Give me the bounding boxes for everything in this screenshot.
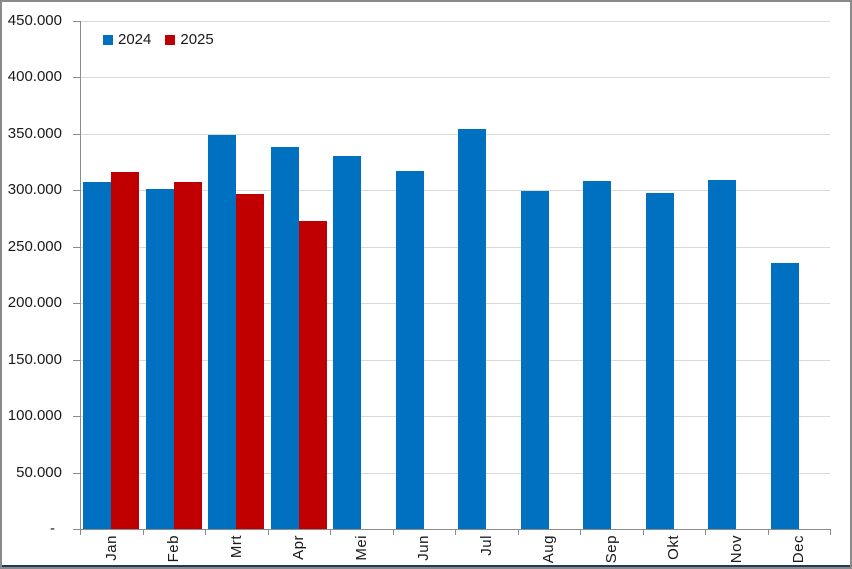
x-axis-label-aug: Aug <box>518 535 581 567</box>
y-axis-label: 300.000 <box>7 181 62 199</box>
legend-marker-2024 <box>103 34 113 45</box>
y-axis-label: 350.000 <box>7 124 62 142</box>
x-axis-label-jan: Jan <box>80 535 143 567</box>
gridline <box>80 190 830 192</box>
bar-2025-feb <box>173 182 202 529</box>
x-axis-label-jul: Jul <box>455 535 518 567</box>
y-tick <box>73 359 80 361</box>
bar-2024-jul <box>458 129 486 529</box>
x-tick <box>517 529 519 535</box>
gridline <box>80 303 830 305</box>
bar-2024-aug <box>520 191 549 529</box>
y-axis-line <box>80 21 81 530</box>
bar-2024-nov <box>708 180 736 529</box>
y-tick <box>73 21 80 22</box>
gridline <box>80 359 830 361</box>
bar-2024-dec <box>770 262 799 529</box>
x-axis-label-text: Sep <box>602 535 620 564</box>
gridline <box>80 246 830 248</box>
y-axis-label: - <box>50 520 55 537</box>
x-tick <box>767 529 769 535</box>
y-tick <box>73 472 80 474</box>
gridline <box>80 21 830 22</box>
y-tick <box>73 246 80 248</box>
x-axis-label-text: Feb <box>165 535 183 563</box>
y-axis-label: 250.000 <box>7 237 62 255</box>
x-tick <box>580 529 581 535</box>
y-tick <box>73 190 80 192</box>
x-axis-label-apr: Apr <box>268 535 331 567</box>
legend-item-2024: 2024 <box>103 31 151 48</box>
x-axis-label-text: Mrt <box>227 535 245 559</box>
bar-2025-apr <box>298 220 327 529</box>
x-axis-label-feb: Feb <box>143 535 206 567</box>
y-axis-label: 100.000 <box>7 407 62 425</box>
x-axis-label-nov: Nov <box>705 535 768 567</box>
bar-2024-okt <box>645 192 674 529</box>
x-axis-label-text: Apr <box>290 535 308 560</box>
x-tick <box>330 529 331 535</box>
x-axis-label-sep: Sep <box>580 535 643 567</box>
gridline <box>80 472 830 474</box>
y-tick <box>73 529 80 530</box>
legend-label-2025: 2025 <box>180 31 214 48</box>
bar-2024-jun <box>395 171 424 529</box>
x-axis-label-dec: Dec <box>768 535 831 567</box>
legend-label-2024: 2024 <box>118 31 152 48</box>
x-tick <box>830 529 831 535</box>
y-tick <box>73 303 80 305</box>
bottom-window-edge <box>2 565 850 567</box>
x-axis-label-text: Dec <box>790 535 808 564</box>
y-axis-label: 400.000 <box>7 68 62 86</box>
y-axis-label: 150.000 <box>7 350 62 368</box>
x-axis-label-text: Okt <box>665 535 683 560</box>
bar-2024-feb <box>145 189 174 529</box>
bar-2025-jan <box>111 172 139 529</box>
x-tick <box>80 529 81 535</box>
x-tick <box>392 529 394 535</box>
x-tick <box>455 529 456 535</box>
x-tick <box>205 529 206 535</box>
legend-marker-2025 <box>165 34 176 45</box>
gridline <box>80 77 830 79</box>
y-axis-label: 450.000 <box>7 12 62 29</box>
x-axis-label-mei: Mei <box>330 535 393 567</box>
bar-2024-apr <box>270 147 299 529</box>
bar-2025-mrt <box>236 193 264 529</box>
y-tick <box>73 77 80 79</box>
legend: 2024 2025 <box>103 31 214 48</box>
x-axis-label-text: Aug <box>540 535 558 564</box>
bar-2024-mei <box>333 156 361 529</box>
x-axis-label-text: Nov <box>727 535 745 564</box>
x-axis-label-jun: Jun <box>393 535 456 567</box>
x-axis-label-okt: Okt <box>643 535 706 567</box>
gridline <box>80 133 830 135</box>
y-tick <box>73 133 80 135</box>
y-tick <box>73 416 80 418</box>
x-axis-label-text: Mei <box>352 535 370 561</box>
x-axis-label-text: Jan <box>102 535 120 561</box>
x-tick <box>142 529 144 535</box>
x-axis-label-mrt: Mrt <box>205 535 268 567</box>
bar-2024-mrt <box>208 135 236 529</box>
x-tick <box>267 529 269 535</box>
bar-2024-sep <box>583 181 611 529</box>
x-axis-label-text: Jul <box>477 535 495 556</box>
legend-item-2025: 2025 <box>165 31 214 48</box>
gridline <box>80 416 830 418</box>
y-axis-label: 50.000 <box>16 463 62 481</box>
x-tick <box>705 529 706 535</box>
x-axis-label-text: Jun <box>415 535 433 561</box>
y-axis-label: 200.000 <box>7 294 62 312</box>
x-tick <box>642 529 644 535</box>
bar-2024-jan <box>83 182 111 529</box>
